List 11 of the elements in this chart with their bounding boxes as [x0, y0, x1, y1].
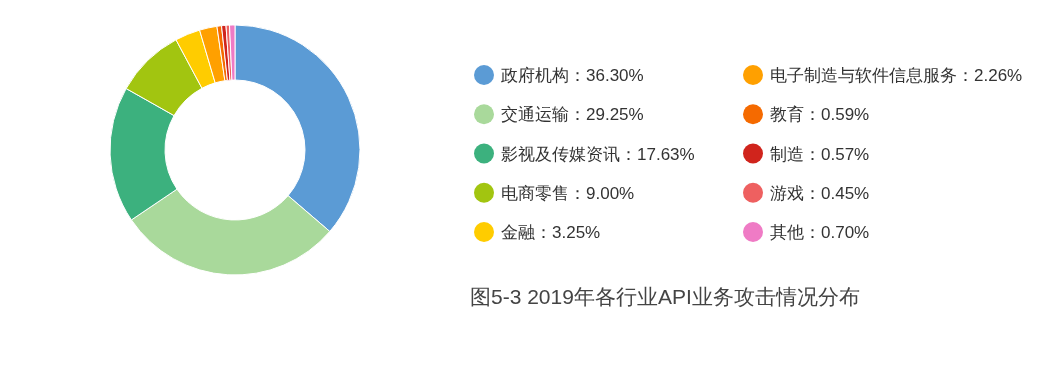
legend-label: 影视及传媒资讯：17.63% [501, 144, 695, 164]
legend-label: 其他：0.70% [770, 223, 870, 242]
legend-label: 电商零售：9.00% [501, 183, 635, 203]
legend-label: 交通运输：29.25% [501, 105, 644, 125]
legend-label: 电子制造与软件信息服务：2.26% [770, 66, 1023, 85]
legend-label: 制造：0.57% [770, 144, 870, 164]
legend-label: 游戏：0.45% [770, 183, 870, 203]
legend-label: 金融：3.25% [501, 223, 601, 242]
text: 图5-3 2019年各行业API业务攻击情况分布 [470, 285, 860, 308]
legend-label: 政府机构：36.30% [501, 66, 644, 85]
legend-label: 教育：0.59% [770, 105, 870, 125]
